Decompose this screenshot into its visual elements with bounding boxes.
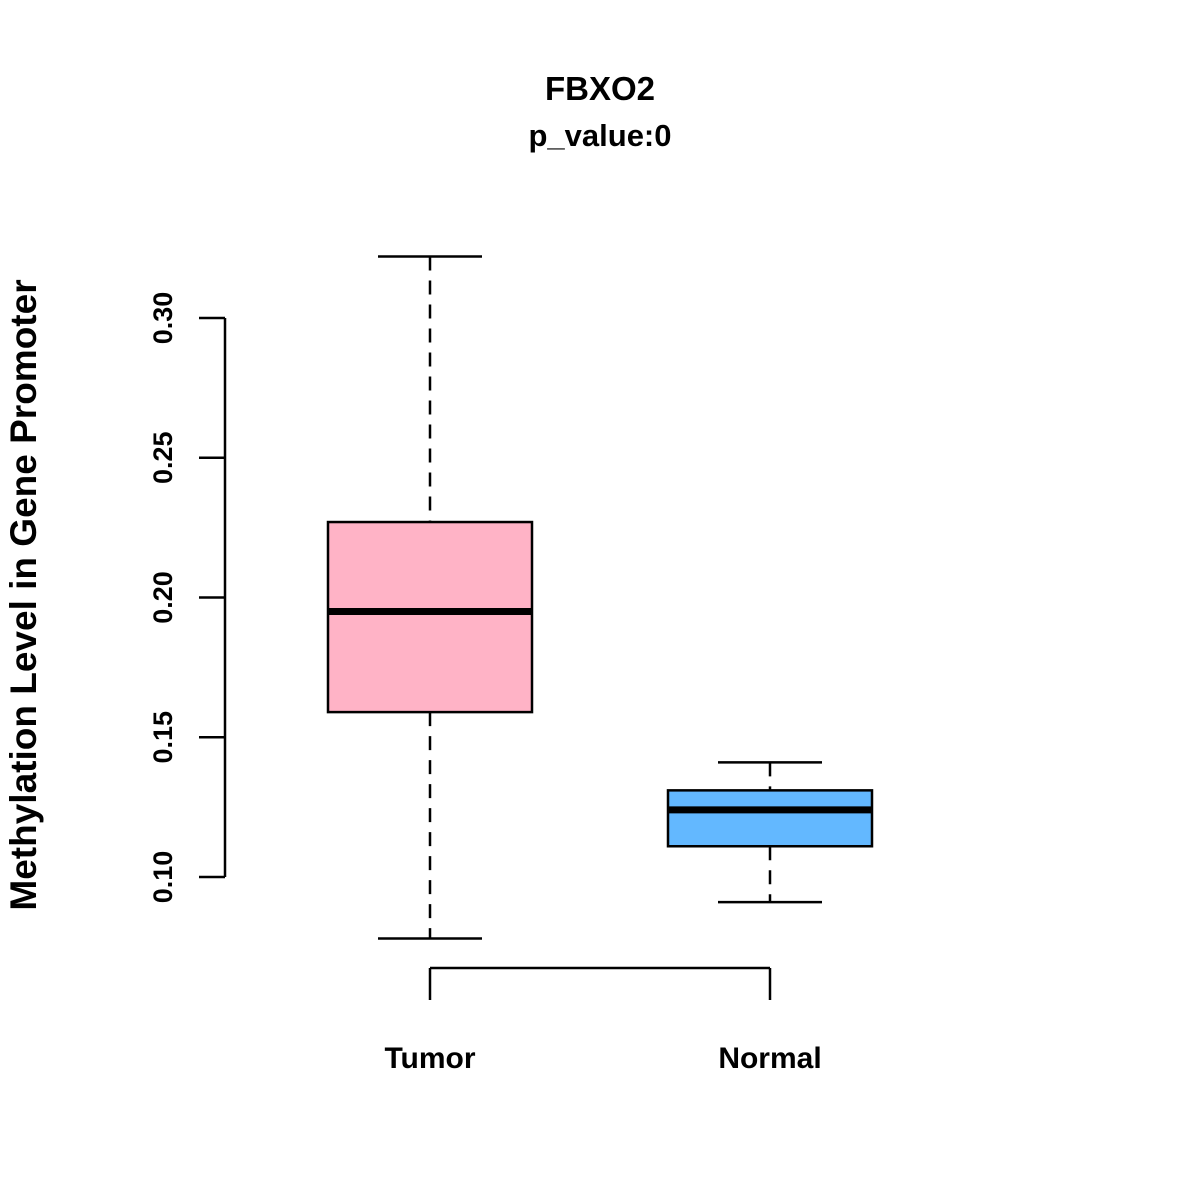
y-axis-label: Methylation Level in Gene Promoter: [3, 279, 44, 910]
box-tumor: [326, 255, 534, 940]
y-tick-label: 0.10: [148, 851, 178, 904]
y-tick-label: 0.15: [148, 711, 178, 764]
category-label-normal: Normal: [718, 1042, 821, 1075]
axes-layer: [199, 316, 772, 1000]
chart-title: FBXO2: [545, 70, 655, 107]
iqr-box: [666, 789, 874, 848]
chart-subtitle: p_value:0: [528, 118, 671, 153]
iqr-box: [326, 520, 534, 714]
boxplot-layer: [326, 255, 874, 940]
box-normal: [666, 761, 874, 904]
y-tick-label: 0.25: [148, 431, 178, 484]
y-tick-label: 0.30: [148, 292, 178, 345]
category-label-tumor: Tumor: [384, 1042, 475, 1075]
y-tick-label: 0.20: [148, 571, 178, 624]
label-layer: 0.10 0.15 0.20 0.25 0.30 Tumor Normal: [148, 292, 822, 1075]
